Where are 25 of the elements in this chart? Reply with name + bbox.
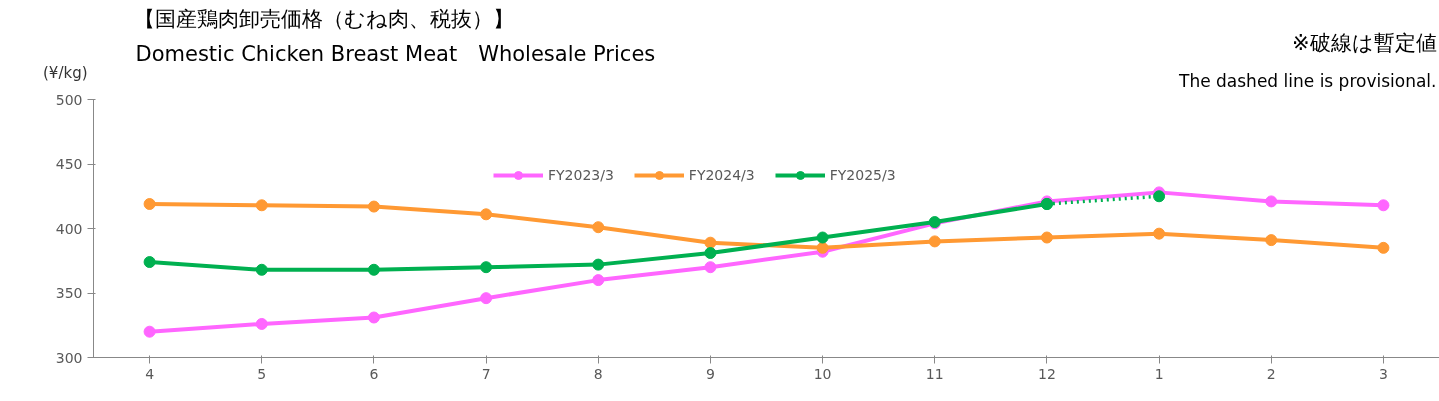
x-tick-label: 1 [1154,365,1164,382]
x-tick-label: 6 [369,365,379,382]
chart-subtitle: Domestic Chicken Breast Meat Wholesale Prices [135,41,656,66]
x-tick-label: 10 [813,365,832,382]
y-tick-label: 450 [55,156,83,172]
y-tick-label: 500 [55,91,83,108]
x-tick-label: 3 [1378,365,1388,382]
x-tick-label: 4 [145,365,155,382]
x-tick-label: 12 [1038,365,1056,382]
chart-title: 【国産鶏肉卸売価格（むね肉、税抜）】 [133,6,514,31]
y-axis-title: (¥/kg) [42,63,88,82]
legend-label: FY2024/3 [688,167,755,183]
x-tick-label: 8 [593,365,603,382]
x-tick-label: 9 [705,365,715,382]
y-tick-label: 300 [55,349,83,366]
text: ※破線は暫定値 [1291,30,1437,55]
x-tick-label: 7 [481,365,491,382]
text: The dashed line is provisional. [1178,70,1437,91]
x-tick-label: 5 [257,365,267,382]
x-tick-label: 2 [1266,365,1276,382]
y-tick-label: 350 [55,285,83,301]
y-tick-label: 400 [55,220,83,237]
x-tick-label: 11 [925,365,944,382]
legend-label: FY2023/3 [548,167,614,183]
legend-label: FY2025/3 [829,167,896,183]
